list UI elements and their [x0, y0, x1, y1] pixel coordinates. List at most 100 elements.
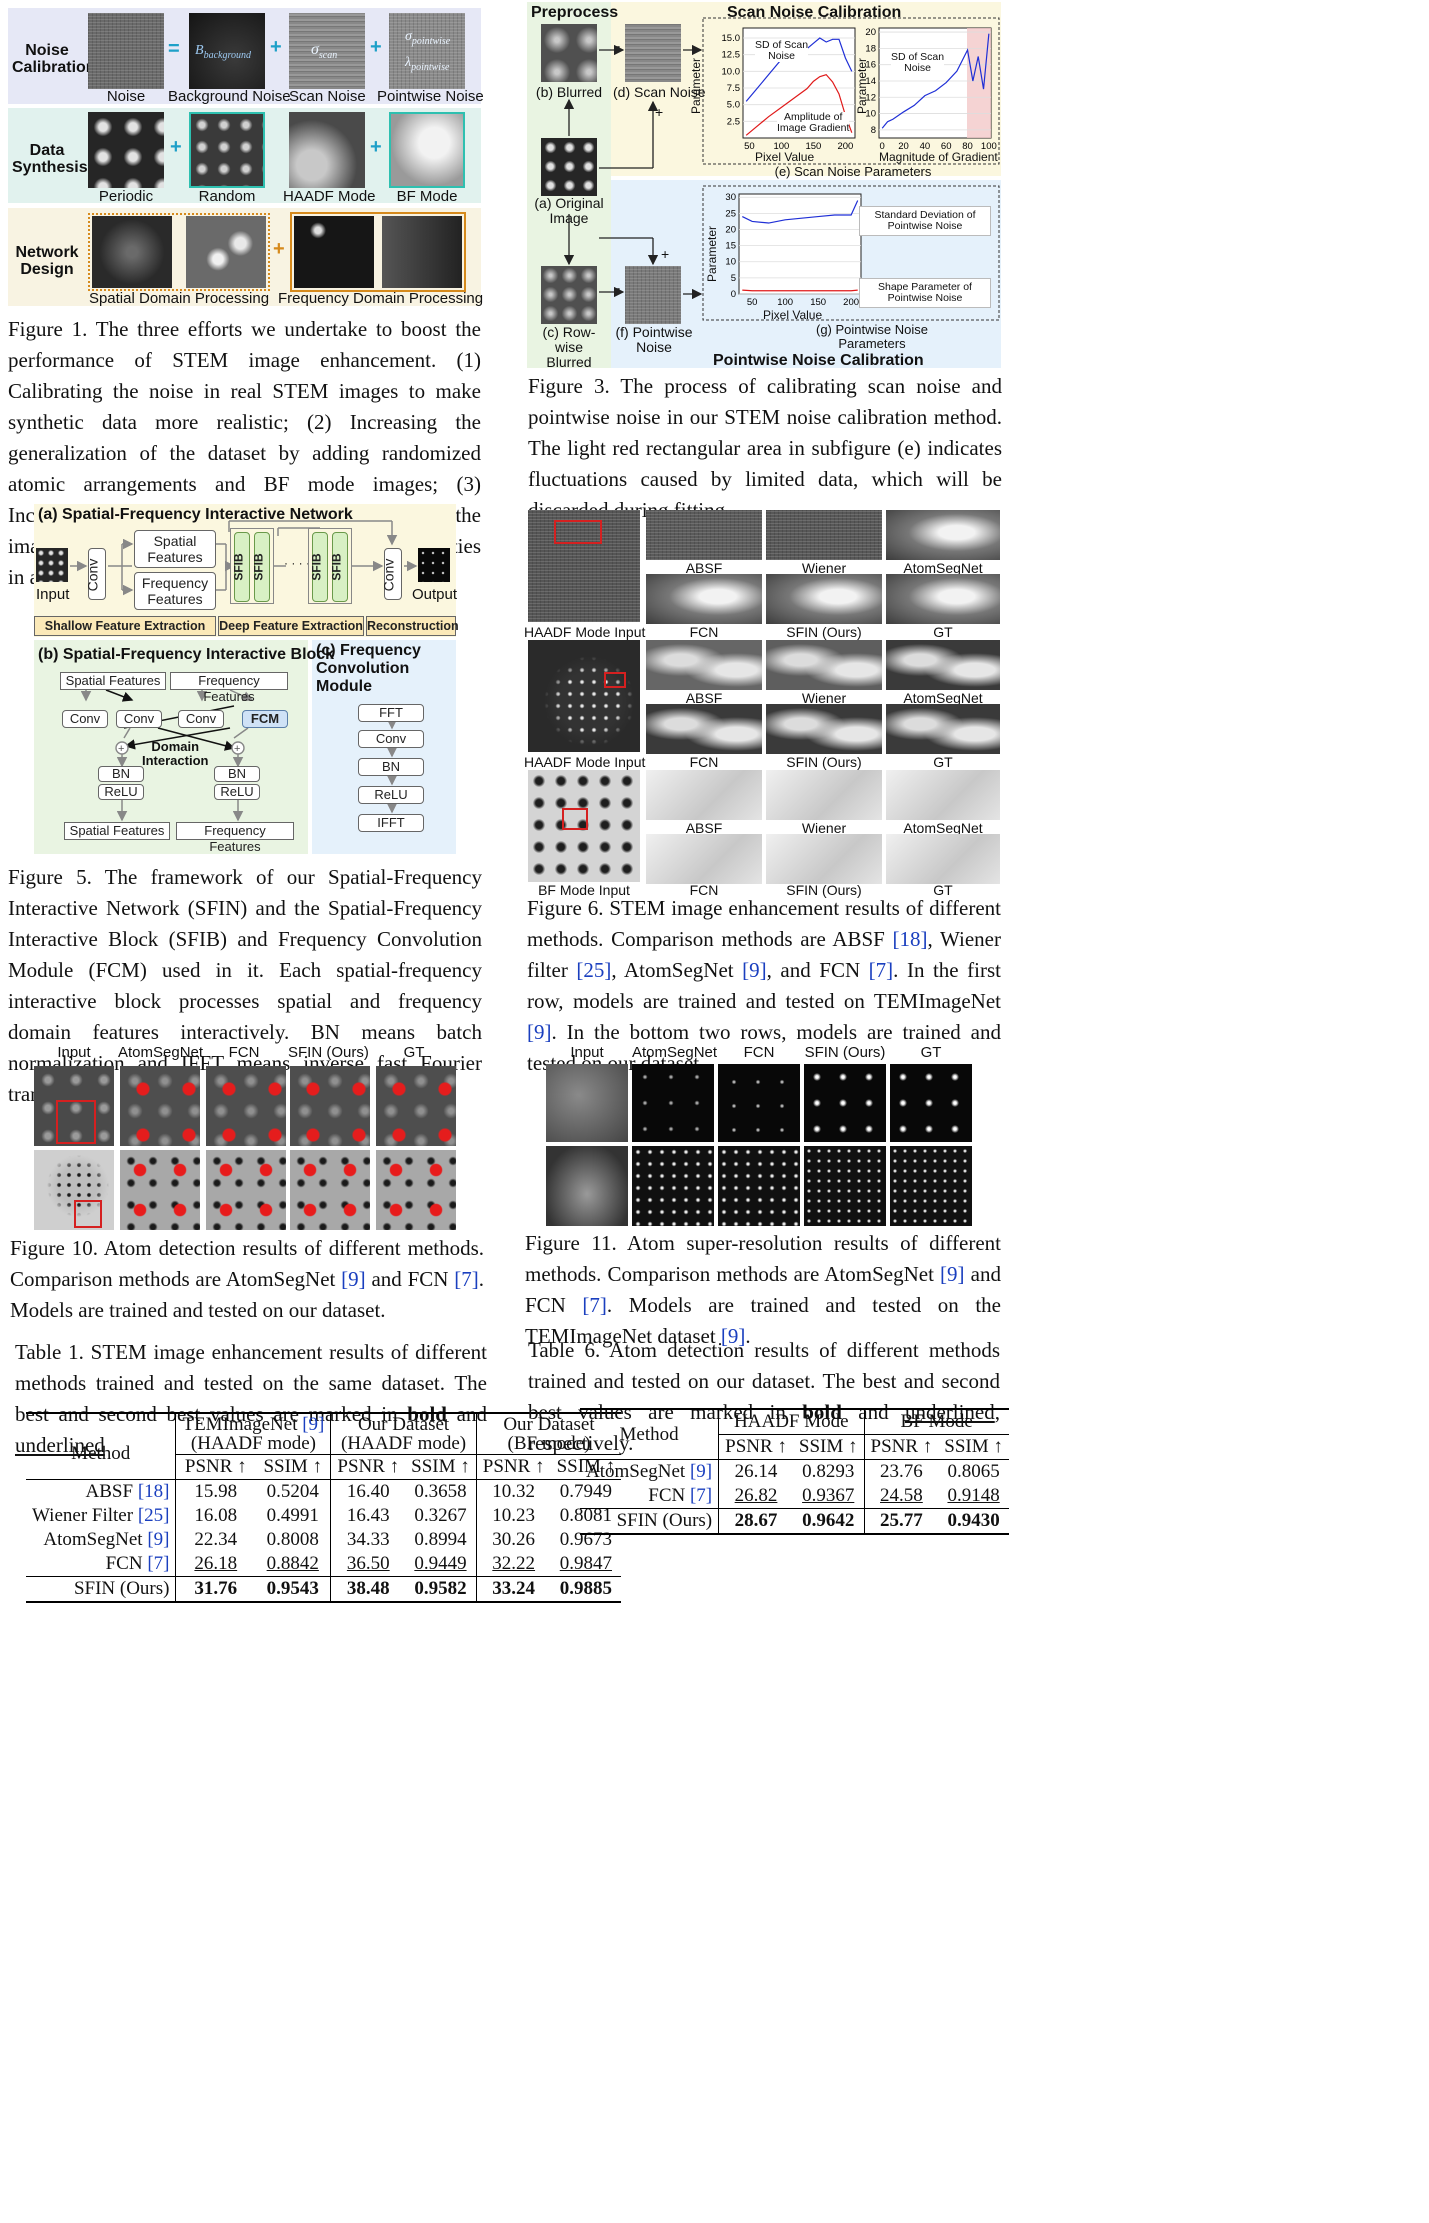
column-header: AtomSegNet — [632, 1044, 718, 1061]
bf-mode-image — [389, 112, 465, 188]
result-sfin — [766, 574, 882, 624]
y-tick-label: 25 — [725, 208, 736, 219]
input-label: HAADF Mode Input — [524, 624, 646, 640]
method-label: ABSF — [685, 560, 723, 576]
plot1-xlabel: Pixel Value — [755, 150, 815, 164]
value-cell: 16.43 — [330, 1504, 406, 1528]
spatial-domain-box — [88, 213, 270, 291]
fig1-label: Periodic — [98, 188, 154, 205]
citation-link[interactable]: [7] — [689, 1485, 713, 1506]
header-temimagenet: TEMImageNet [9] (HAADF mode) — [175, 1413, 331, 1455]
citation-link[interactable]: [7] — [147, 1553, 170, 1574]
periodic-image — [88, 112, 164, 188]
citation-link[interactable]: [25] — [137, 1505, 170, 1526]
header-ssim: SSIM ↑ — [944, 1436, 1003, 1457]
header-ssim: SSIM ↑ — [263, 1456, 323, 1477]
citation-link[interactable]: [9] — [147, 1529, 170, 1550]
conv-label: Conv — [380, 558, 397, 592]
x-tick-label: 0 — [880, 141, 885, 152]
figure-3: Preprocess Scan Noise Calibration Pointw… — [527, 2, 1001, 370]
y-tick-label: 20 — [725, 224, 736, 235]
frequency-features-box: Frequency Features — [134, 572, 216, 610]
y-tick-label: 5 — [731, 273, 736, 284]
method-label: Wiener — [801, 690, 847, 706]
citation-link[interactable]: [9] — [302, 1414, 325, 1435]
method-label: Wiener — [801, 560, 847, 576]
plot1-legend-sd: SD of Scan Noise — [755, 39, 809, 62]
citation-link[interactable]: [18] — [892, 927, 928, 951]
citation-link[interactable]: [7] — [868, 958, 894, 982]
citation-link[interactable]: [7] — [582, 1293, 607, 1317]
citation-link[interactable]: [7] — [454, 1267, 479, 1291]
bn-box: BN — [214, 766, 260, 782]
fig1-row-title: Data Synthesis — [12, 142, 88, 176]
spatial-features-box: Spatial Features — [134, 530, 216, 568]
citation-link[interactable]: [9] — [720, 1324, 746, 1348]
scan-noise-image — [625, 24, 681, 82]
citation-link[interactable]: [9] — [341, 1267, 366, 1291]
table-row: SFIN (Ours) 31.76 0.9543 38.48 0.9582 33.24 0.… — [26, 1576, 622, 1602]
figure-11-caption: Figure 11. Atom super-resolution results… — [525, 1228, 1001, 1352]
sr-sfin — [804, 1064, 886, 1142]
fig3-arrows — [563, 17, 1000, 321]
y-tick-label: 18 — [865, 43, 876, 54]
method-label: AtomSegNet — [903, 690, 983, 706]
citation-link[interactable]: [9] — [940, 1262, 965, 1286]
value-cell: 0.9543 — [266, 1578, 319, 1599]
fig1-label: Background Noise — [168, 88, 291, 105]
sfib-box: SFIB — [330, 532, 348, 602]
pointwise-noise-label: (f) Pointwise Noise — [615, 324, 693, 355]
citation-link[interactable]: [9] — [689, 1461, 713, 1482]
y-tick-label: 30 — [725, 192, 736, 203]
column-header: FCN — [228, 1044, 260, 1061]
y-tick-label: 0 — [731, 289, 736, 300]
symbol-sigma-sub: scan — [318, 50, 338, 62]
fig1-row-title: Noise Calibration — [12, 42, 96, 76]
result-wiener — [766, 640, 882, 690]
value-cell: 0.9148 — [947, 1485, 1000, 1506]
header-text: Our Dataset — [357, 1414, 450, 1435]
plus-sign: + — [170, 136, 182, 158]
citation-link[interactable]: [9] — [527, 1020, 552, 1044]
symbol-lambda-pw-sub: pointwise — [411, 61, 450, 73]
conv-box: Conv — [62, 710, 108, 728]
value-cell: 0.9449 — [414, 1553, 467, 1574]
ifft-box: IFFT — [358, 814, 424, 832]
detection-fcn — [206, 1066, 286, 1146]
header-text: Our Dataset — [503, 1414, 595, 1435]
x-tick-label: 100 — [777, 297, 793, 308]
result-sfin — [766, 834, 882, 884]
sr-sfin-2 — [804, 1146, 886, 1226]
detection-sfin-bf — [290, 1150, 370, 1230]
method-cell: AtomSegNet [9] — [26, 1528, 176, 1552]
plot1-ylabel: Parameter — [689, 57, 703, 114]
symbol-b: B — [195, 43, 204, 58]
citation-link[interactable]: [9] — [742, 958, 767, 982]
sfib-label: SFIB — [309, 553, 324, 581]
result-gt — [886, 704, 1000, 754]
plus-sign: + — [370, 36, 382, 58]
value-cell: 25.77 — [863, 1508, 939, 1534]
rowwise-label: (c) Row-wise Blurred — [542, 324, 596, 370]
plus-sign: + — [655, 104, 664, 120]
citation-link[interactable]: [25] — [576, 958, 612, 982]
figure-10: Input AtomSegNet FCN SFIN (Ours) GT — [34, 1044, 458, 1234]
result-gt — [886, 574, 1000, 624]
figure-3-caption: Figure 3. The process of calibrating sca… — [528, 374, 1002, 522]
relu-box: ReLU — [358, 786, 424, 804]
sfib-box: SFIB — [232, 532, 250, 602]
sfib-box: SFIB — [309, 532, 328, 602]
method-label: GT — [933, 754, 953, 770]
spatial-features-input: Spatial Features — [60, 672, 166, 690]
value-cell: 0.9847 — [559, 1553, 612, 1574]
method-name: Wiener Filter — [32, 1505, 138, 1526]
citation-link[interactable]: [18] — [137, 1481, 170, 1502]
figure-6: HAADF Mode Input ABSF Wiener AtomSegNet … — [524, 510, 1000, 898]
caption-text: , AtomSegNet — [611, 958, 743, 982]
pointwise-noise-title: Pointwise Noise Calibration — [713, 352, 924, 369]
domain-interaction-label: Domain Interaction — [142, 739, 209, 768]
figure-11: Input AtomSegNet FCN SFIN (Ours) GT — [546, 1044, 972, 1226]
crop-region-box — [562, 808, 588, 830]
result-absf — [646, 770, 762, 820]
result-sfin — [766, 704, 882, 754]
